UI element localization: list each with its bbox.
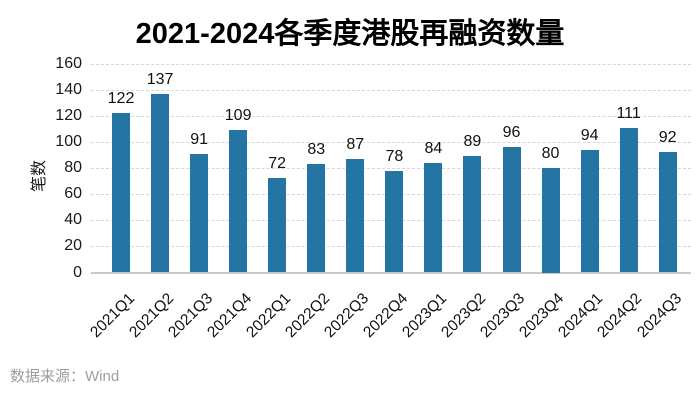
bar-value-label: 87 [346,135,365,153]
bar [112,113,130,273]
y-axis-title: 笔数 [31,159,48,192]
chart-title: 2021-2024各季度港股再融资数量 [135,18,565,50]
y-tick-label: 140 [55,80,82,98]
bar-value-label: 72 [268,155,287,173]
bar [658,152,677,273]
y-tick-label: 60 [64,185,82,203]
data-source-note: 数据来源：Wind [10,368,120,385]
bar [268,178,287,273]
bar [580,149,599,273]
x-axis-line [91,271,691,274]
bar [502,147,521,273]
bar-value-label: 91 [190,130,208,148]
bar-value-label: 94 [580,126,599,144]
bar [190,153,209,273]
y-tick-label: 40 [64,211,82,229]
y-gridline [91,63,691,65]
bar-value-label: 122 [107,90,135,108]
bar-value-label: 83 [307,141,326,159]
bar [307,164,326,273]
y-gridline [91,141,691,143]
y-tick-label: 80 [64,159,82,176]
bar [229,130,248,273]
y-tick-label: 20 [64,237,82,255]
y-gridline [91,115,691,117]
y-tick-label: 0 [73,263,82,281]
bar [385,170,404,273]
bar-value-label: 92 [658,129,677,147]
bar-value-label: 89 [463,133,482,151]
y-tick-label: 160 [55,54,82,72]
bar-value-label: 96 [502,124,521,142]
bar [619,127,638,273]
y-gridline [91,168,691,169]
bar-value-label: 84 [424,139,443,157]
bar-value-label: 80 [541,145,560,162]
bar-value-label: 137 [146,70,174,88]
y-tick-label: 120 [55,106,82,124]
y-gridline [91,89,691,91]
bar [463,156,482,273]
y-tick-label: 100 [55,132,82,150]
bar [541,168,560,273]
bar-value-label: 78 [385,147,404,165]
bar [424,162,443,273]
bar-value-label: 109 [224,107,252,125]
bar [346,158,365,273]
bar [151,93,170,273]
bar-value-label: 111 [616,104,641,122]
